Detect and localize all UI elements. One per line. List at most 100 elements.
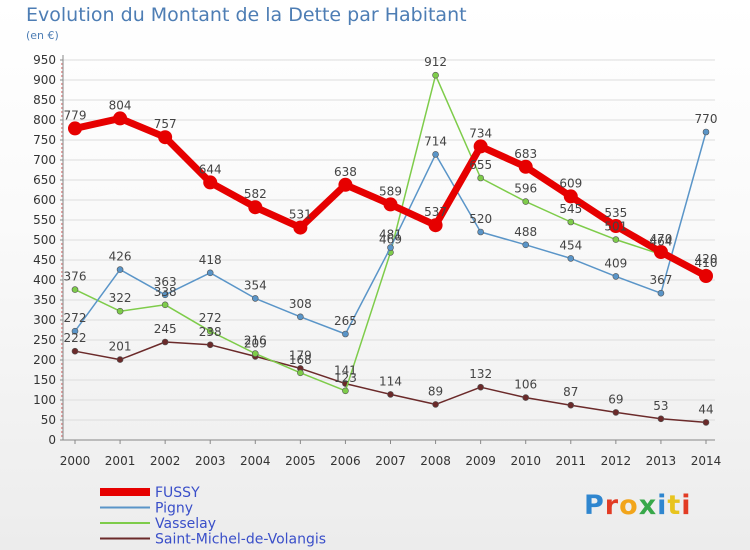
data-point: [702, 128, 710, 136]
data-label: 114: [379, 374, 402, 388]
data-point: [248, 200, 263, 215]
data-label: 596: [514, 182, 537, 196]
data-label: 655: [469, 158, 492, 172]
data-label: 245: [154, 322, 177, 336]
proxiti-logo: Proxiti: [584, 490, 692, 521]
series-layer: [68, 71, 713, 426]
y-tick-label: 600: [33, 193, 56, 207]
data-label: 338: [154, 285, 177, 299]
data-label: 804: [109, 98, 132, 112]
x-tick-label: 2002: [150, 454, 181, 468]
legend-label: Pigny: [155, 501, 193, 517]
data-point: [477, 383, 484, 391]
data-label: 363: [154, 275, 177, 289]
data-label: 179: [289, 348, 312, 362]
y-tick-label: 650: [33, 173, 56, 187]
data-label: 481: [379, 228, 402, 242]
y-tick-label: 250: [33, 333, 56, 347]
data-point: [161, 301, 169, 309]
data-point: [563, 189, 578, 204]
data-label: 265: [334, 314, 357, 328]
data-label: 238: [199, 325, 222, 339]
data-label: 123: [334, 371, 357, 385]
data-label: 714: [424, 134, 447, 148]
data-label: 168: [289, 353, 312, 367]
x-tick-label: 2005: [285, 454, 316, 468]
data-label: 322: [109, 291, 132, 305]
y-tick-label: 50: [41, 413, 56, 427]
data-label: 106: [514, 378, 537, 392]
data-point: [612, 273, 620, 280]
data-point: [206, 341, 214, 349]
y-tick-label: 700: [33, 153, 56, 167]
data-point: [477, 228, 484, 236]
grid: [63, 59, 715, 441]
data-label: 367: [649, 273, 672, 287]
x-tick-label: 2012: [601, 454, 632, 468]
legend-label: Vasselay: [155, 516, 216, 532]
data-point: [522, 198, 530, 205]
data-point: [71, 347, 79, 355]
data-point: [653, 245, 668, 259]
data-label: 770: [695, 112, 718, 126]
x-tick-label: 2003: [195, 454, 226, 468]
data-label: 354: [244, 278, 267, 292]
y-tick-label: 200: [33, 353, 56, 367]
x-tick-label: 2007: [375, 454, 406, 468]
data-label: 683: [514, 147, 537, 161]
data-label: 141: [334, 364, 357, 378]
data-point: [432, 401, 439, 408]
data-point: [161, 338, 169, 346]
data-point: [387, 391, 394, 398]
data-label: 520: [469, 212, 492, 226]
logo-letter: P: [584, 490, 605, 521]
x-tick-label: 2011: [556, 454, 587, 468]
x-tick-label: 2014: [691, 454, 722, 468]
data-point: [293, 220, 308, 235]
data-point: [206, 327, 214, 335]
data-label: 589: [379, 184, 402, 198]
data-point: [251, 295, 259, 302]
logo-letter: x: [638, 490, 658, 521]
data-label: 376: [64, 270, 87, 284]
data-label: 644: [199, 162, 222, 176]
data-point: [518, 159, 533, 174]
data-label: 779: [64, 108, 87, 122]
logo-letter: i: [681, 490, 692, 521]
data-point: [342, 387, 349, 395]
logo-letter: t: [667, 490, 682, 521]
x-tick-label: 2010: [510, 454, 541, 468]
data-point: [657, 289, 665, 297]
y-tick-label: 450: [33, 253, 56, 267]
x-tick-label: 2004: [240, 454, 271, 468]
data-label: 410: [695, 256, 718, 270]
data-label: 734: [469, 126, 492, 140]
y-tick-label: 550: [33, 213, 56, 227]
data-point: [116, 307, 124, 315]
data-label: 272: [64, 311, 87, 325]
data-point: [477, 174, 484, 182]
logo-letter: r: [604, 490, 620, 521]
data-label: 454: [559, 238, 582, 252]
y-tick-label: 900: [33, 73, 56, 87]
data-label: 609: [559, 176, 582, 190]
y-tick-label: 150: [33, 373, 56, 387]
data-label: 420: [695, 252, 718, 266]
axes: 0 50 100 150 200 250 300 350 400 450 500 550 600 650 7…: [33, 53, 721, 468]
data-point: [428, 218, 443, 233]
legend: FUSSYPignyVasselaySaint-Michel-de-Volang…: [100, 485, 326, 548]
y-tick-label: 0: [48, 433, 56, 447]
data-point: [608, 219, 623, 233]
data-label: 201: [109, 340, 132, 354]
chart-subtitle: (en €): [26, 29, 59, 42]
data-point: [387, 244, 394, 251]
data-label: 308: [289, 297, 312, 311]
data-point: [116, 356, 124, 363]
logo-letter: o: [619, 490, 639, 521]
data-point: [116, 266, 124, 273]
data-label: 488: [514, 225, 537, 239]
data-label: 87: [563, 385, 578, 399]
x-tick-label: 2009: [465, 454, 496, 468]
data-point: [297, 369, 304, 377]
